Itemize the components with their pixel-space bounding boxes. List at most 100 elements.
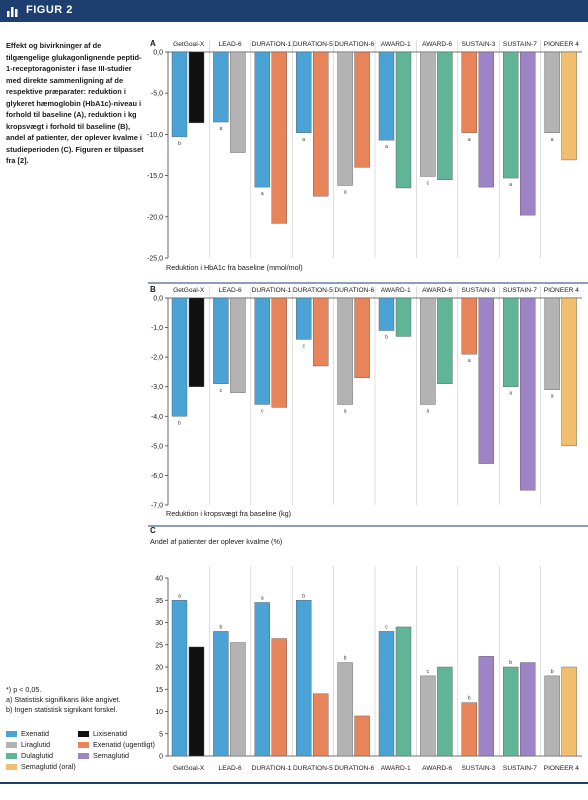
significance-note: b xyxy=(178,420,181,426)
bar xyxy=(461,51,477,133)
category-label: DURATION-1 xyxy=(252,765,292,772)
bar xyxy=(337,662,353,757)
significance-note: c xyxy=(427,180,430,186)
bar xyxy=(171,51,188,138)
bar xyxy=(561,666,577,757)
y-tick-label: 20 xyxy=(155,665,163,672)
legend-swatch xyxy=(78,730,89,737)
legend-item: Dulaglutid xyxy=(6,751,53,760)
bar xyxy=(420,51,436,177)
bar xyxy=(520,297,536,491)
legend-label: Semaglutid (oral) xyxy=(21,762,76,771)
bar xyxy=(478,297,494,464)
bar xyxy=(561,51,577,161)
category-label: SUSTAIN-7 xyxy=(503,41,537,48)
y-tick-label: 5 xyxy=(159,731,163,738)
legend-item: Semaglutid xyxy=(78,751,129,760)
bar xyxy=(437,51,453,180)
significance-note: a xyxy=(344,408,347,414)
y-tick-label: -5,0 xyxy=(151,91,163,98)
category-label: AWARD-1 xyxy=(381,41,411,48)
category-label: PIONEER 4 xyxy=(544,287,580,294)
legend-swatch xyxy=(6,752,17,759)
category-label: SUSTAIN-7 xyxy=(503,765,537,772)
bar xyxy=(478,51,494,188)
significance-note: c xyxy=(261,408,264,414)
footnote: a) Statistisk signifikans ikke angivet. xyxy=(6,695,121,704)
bar xyxy=(378,297,395,331)
y-tick-label: -25,0 xyxy=(147,256,163,263)
axis-label: Reduktion i HbA1c fra baseline (mmol/mol… xyxy=(166,263,303,272)
figure-title: FIGUR 2 xyxy=(26,4,73,16)
figure-header: FIGUR 2 xyxy=(0,0,588,22)
bar xyxy=(395,51,412,189)
significance-note: a xyxy=(427,408,430,414)
significance-note: a xyxy=(509,182,512,188)
category-label: GetGoal-X xyxy=(173,765,205,772)
significance-note: c xyxy=(385,624,388,630)
bar xyxy=(378,51,395,141)
significance-note: c xyxy=(302,343,305,349)
category-label: DURATION-5 xyxy=(293,41,333,48)
bar xyxy=(520,662,536,757)
legend-label: Liraglutid xyxy=(21,740,51,749)
bar xyxy=(213,51,229,123)
bar xyxy=(188,646,205,757)
category-label: AWARD-1 xyxy=(381,287,411,294)
panel-letter: B xyxy=(150,285,156,294)
legend-label: Exenatid (ugentligt) xyxy=(93,740,155,749)
bar xyxy=(544,675,560,757)
bar xyxy=(171,600,188,757)
category-label: LEAD-6 xyxy=(219,765,242,772)
bar xyxy=(271,51,287,224)
legend-swatch xyxy=(78,752,89,759)
bar xyxy=(188,51,205,124)
bar xyxy=(254,51,271,188)
category-label: SUSTAIN-3 xyxy=(462,287,496,294)
bar xyxy=(503,297,519,387)
significance-note: b xyxy=(468,696,471,702)
significance-note: a xyxy=(385,144,388,150)
y-tick-label: 10 xyxy=(155,709,163,716)
bar xyxy=(230,297,246,393)
legend-item: Exenatid (ugentligt) xyxy=(78,740,155,749)
bar xyxy=(354,297,370,379)
bar xyxy=(254,297,271,405)
significance-note: a xyxy=(551,137,554,143)
significance-note: a xyxy=(344,189,347,195)
legend-swatch xyxy=(78,741,89,748)
category-label: GetGoal-X xyxy=(173,287,205,294)
footnote: b) Ingen statistisk signikant forskel. xyxy=(6,705,118,714)
bar xyxy=(354,51,370,168)
bar xyxy=(337,297,353,405)
y-tick-label: -20,0 xyxy=(147,214,163,221)
y-tick-label: 0,0 xyxy=(153,50,163,57)
legend-item: Semaglutid (oral) xyxy=(6,762,76,771)
significance-note: b xyxy=(302,593,305,599)
bar xyxy=(395,297,412,337)
significance-note: a xyxy=(551,394,554,400)
category-label: DURATION-6 xyxy=(334,41,374,48)
axis-label: Reduktion i kropsvægt fra baseline (kg) xyxy=(166,509,291,518)
category-label: DURATION-5 xyxy=(293,287,333,294)
y-tick-label: -2,0 xyxy=(151,355,163,362)
category-label: AWARD-6 xyxy=(422,287,452,294)
category-label: LEAD-6 xyxy=(219,287,242,294)
significance-note: b xyxy=(551,669,554,675)
bar xyxy=(437,297,453,384)
bar xyxy=(337,51,353,186)
y-tick-label: -15,0 xyxy=(147,173,163,180)
bar xyxy=(296,600,312,757)
bar xyxy=(503,666,519,757)
significance-note: a xyxy=(261,595,264,601)
legend-label: Dulaglutid xyxy=(21,751,53,760)
significance-note: a xyxy=(468,358,471,364)
category-label: AWARD-1 xyxy=(381,765,411,772)
significance-note: a xyxy=(261,191,264,197)
figure-caption: Effekt og bivirkninger af de tilgængelig… xyxy=(6,41,144,165)
bar xyxy=(437,666,453,757)
y-tick-label: 40 xyxy=(155,576,163,583)
bar xyxy=(230,642,246,757)
bar xyxy=(544,51,560,133)
